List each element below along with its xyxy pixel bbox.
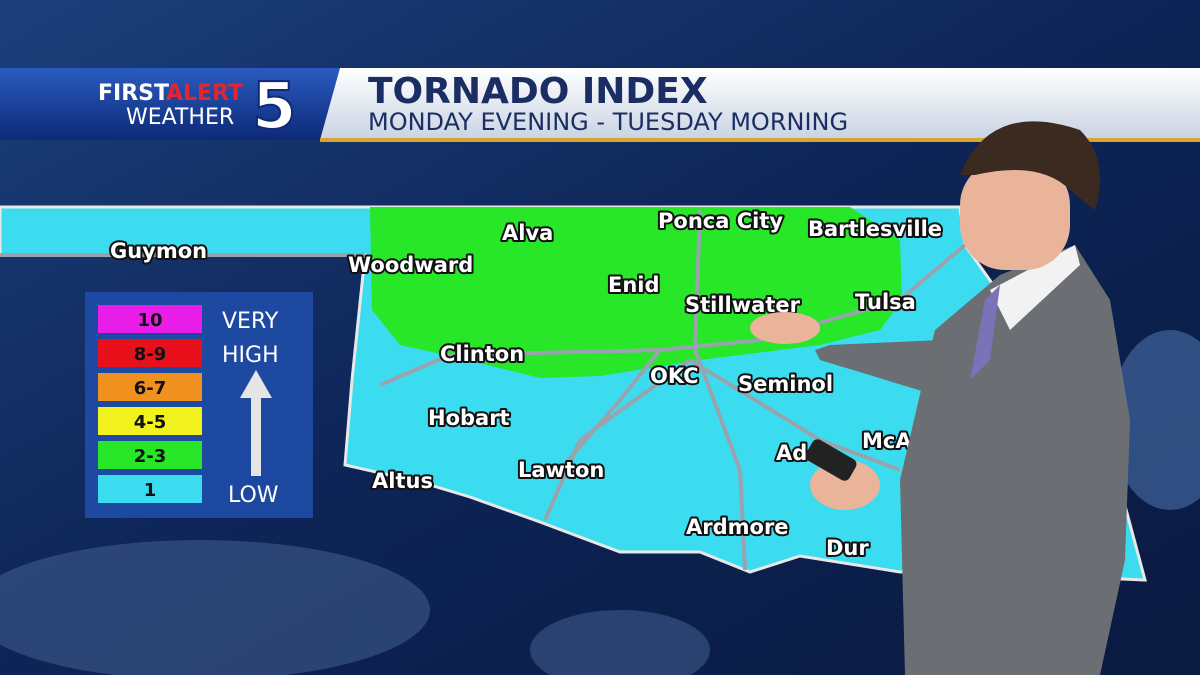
legend-label: 8-9 — [134, 344, 167, 365]
city-label: Bartlesville — [808, 217, 942, 241]
legend-label: 1 — [144, 480, 157, 501]
presenter — [750, 121, 1130, 675]
legend-low: LOW — [228, 483, 279, 508]
legend-label: 4-5 — [134, 412, 167, 433]
legend: 10 8-9 6-7 4-5 2-3 1 — [98, 305, 202, 503]
city-label: Tulsa — [855, 290, 916, 314]
subtitle: MONDAY EVENING - TUESDAY MORNING — [368, 108, 848, 136]
logo-weather: WEATHER — [126, 105, 234, 130]
city-label: Seminol — [738, 372, 833, 396]
city-label: Clinton — [440, 342, 524, 366]
city-labels: Guymon Woodward Alva Ponca City Bartlesville… — [108, 207, 944, 562]
title-banner — [320, 68, 1200, 140]
cloud — [530, 610, 710, 675]
legend-swatch — [98, 475, 202, 503]
legend-label: 2-3 — [134, 446, 167, 467]
city-label: Dur — [826, 536, 869, 560]
cloud — [0, 540, 430, 675]
city-label: Alva — [502, 221, 553, 245]
legend-swatch — [98, 339, 202, 367]
city-label: Hobart — [428, 406, 510, 430]
logo-alert: ALERT — [166, 81, 243, 106]
city-label: Ad — [776, 441, 807, 465]
legend-swatch — [98, 407, 202, 435]
legend-high: VERY — [222, 309, 279, 334]
logo-panel — [0, 68, 340, 140]
legend-label: 10 — [137, 310, 162, 331]
city-label: Altus — [372, 469, 433, 493]
city-label: OKC — [650, 364, 699, 388]
cloud — [1110, 330, 1200, 510]
city-label: Woodward — [348, 253, 473, 277]
city-label: Guymon — [110, 239, 207, 263]
legend-swatch — [98, 373, 202, 401]
logo-first: FIRST — [98, 81, 169, 106]
legend-arrow — [240, 370, 272, 476]
city-label: Ardmore — [686, 515, 789, 539]
city-label: Ponca City — [658, 209, 783, 233]
legend-swatch — [98, 441, 202, 469]
city-label: Enid — [608, 273, 660, 297]
legend-label: 6-7 — [134, 378, 167, 399]
city-label: McA — [862, 429, 912, 453]
legend-high: HIGH — [222, 343, 279, 368]
city-label: Lawton — [518, 458, 604, 482]
logo-channel: 5 — [252, 70, 297, 144]
banner-accent — [320, 138, 1200, 142]
legend-swatch — [98, 305, 202, 333]
title: TORNADO INDEX — [368, 71, 708, 112]
